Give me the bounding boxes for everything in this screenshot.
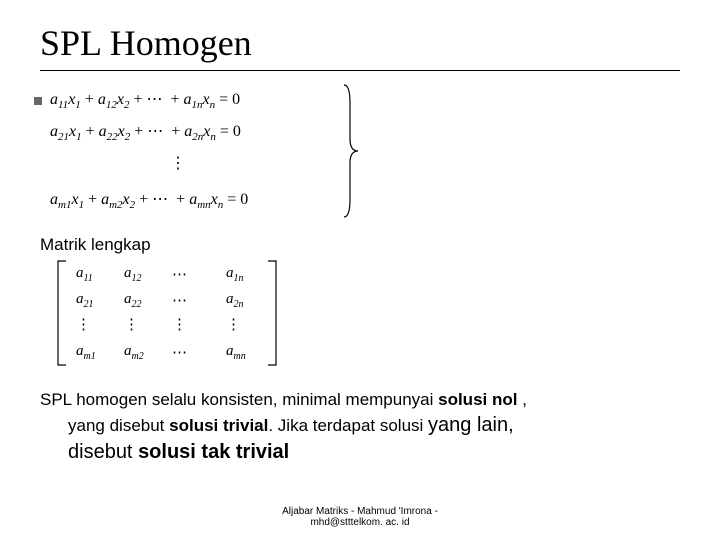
p-bold-big: solusi tak trivial — [138, 441, 289, 463]
matrix-cell: ⋮ — [226, 315, 241, 334]
matrix-cell: ⋮ — [124, 315, 139, 334]
matrix-cell: am2 — [124, 343, 144, 362]
matrix-cell: ⋯ — [172, 265, 187, 284]
equation-line: am1x1 + am2x2 + ⋯ + amnxn = 0 — [50, 189, 248, 211]
p-text: , — [517, 390, 526, 409]
matrix-cell: a22 — [124, 291, 142, 310]
matrix-cell: a1n — [226, 265, 244, 284]
title-underline — [40, 70, 680, 71]
matrix-cell: a2n — [226, 291, 244, 310]
matrix-cell: ⋮ — [76, 315, 91, 334]
p-text-big: yang lain, — [428, 414, 514, 436]
slide: SPL Homogen a11x1 + a12x2 + ⋯ + a1nxn = … — [0, 0, 720, 540]
p-text: SPL homogen selalu konsisten, minimal me… — [40, 390, 438, 409]
footer: Aljabar Matriks - Mahmud 'Imrona - mhd@s… — [0, 506, 720, 528]
equation-line: a21x1 + a22x2 + ⋯ + a2nxn = 0 — [50, 121, 241, 143]
matrix-cell: ⋮ — [172, 315, 187, 334]
matrix-label: Matrik lengkap — [40, 235, 680, 255]
bullet-icon — [34, 97, 42, 105]
p-text-big: disebut — [68, 441, 138, 463]
matrix-cell: a12 — [124, 265, 142, 284]
p-text: . Jika terdapat solusi — [268, 416, 428, 435]
matrix-cell: a21 — [76, 291, 94, 310]
equation-system-row: a11x1 + a12x2 + ⋯ + a1nxn = 0 a21x1 + a22… — [34, 89, 680, 229]
footer-line: Aljabar Matriks - Mahmud 'Imrona - — [0, 506, 720, 517]
matrix-cell: ⋯ — [172, 343, 187, 362]
p-bold: solusi trivial — [169, 416, 268, 435]
p-bold: solusi nol — [438, 390, 517, 409]
matrix-cell: ⋯ — [172, 291, 187, 310]
left-bracket-icon — [56, 259, 68, 367]
right-bracket-icon — [266, 259, 278, 367]
body-paragraph: SPL homogen selalu konsisten, minimal me… — [40, 389, 680, 466]
brace-icon — [342, 83, 360, 219]
matrix-cell: amn — [226, 343, 246, 362]
matrix: a11 a12 ⋯ a1n a21 a22 ⋯ a2n ⋮ ⋮ ⋮ ⋮ am1 am2 ⋯ amn — [56, 259, 680, 371]
matrix-cell: am1 — [76, 343, 96, 362]
matrix-cell: a11 — [76, 265, 93, 284]
page-title: SPL Homogen — [40, 22, 680, 64]
footer-line: mhd@stttelkom. ac. id — [0, 517, 720, 528]
p-text: yang disebut — [68, 416, 169, 435]
equation-vdots: ⋮ — [170, 153, 186, 173]
equation-line: a11x1 + a12x2 + ⋯ + a1nxn = 0 — [50, 89, 240, 111]
